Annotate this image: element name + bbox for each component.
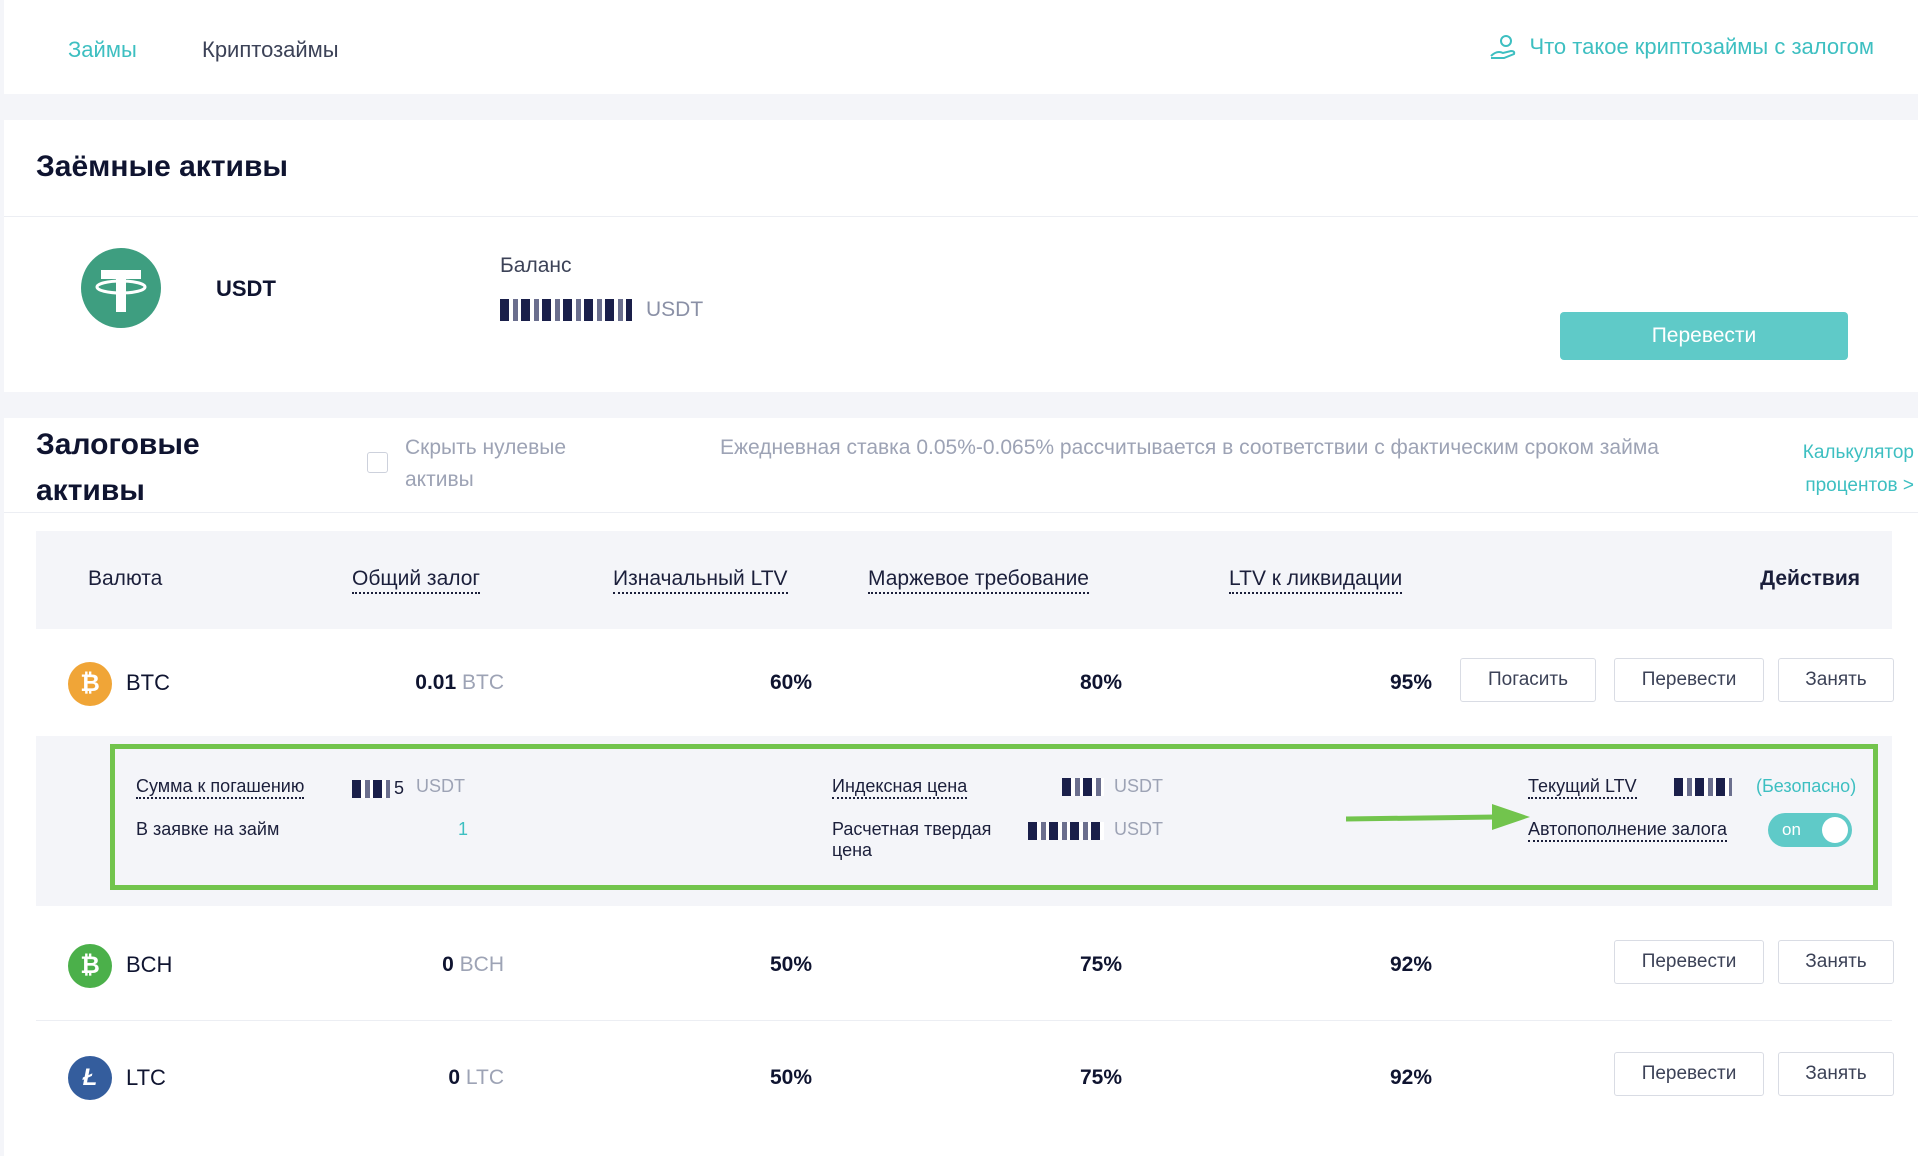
margin-requirement-value: 75% xyxy=(1079,1066,1122,1089)
section-title-collateral: Залоговые активы xyxy=(36,422,200,514)
total-collateral-value: 0 BCH xyxy=(442,953,504,977)
arrow-right-icon xyxy=(1346,804,1530,830)
auto-topup-label[interactable]: Автопополнение залога xyxy=(1528,819,1727,842)
initial-ltv-value: 60% xyxy=(769,671,812,694)
toggle-knob xyxy=(1822,817,1848,843)
amount-unit: BCH xyxy=(459,953,504,976)
amount-unit: LTC xyxy=(465,1066,504,1089)
balance-value: USDT xyxy=(500,298,703,322)
btc-details-panel: Сумма к погашению 5 USDT В заявке на зай… xyxy=(36,736,1892,906)
margin-requirement-value: 75% xyxy=(1079,953,1122,976)
transfer-button[interactable]: Перевести xyxy=(1614,1052,1764,1096)
currency-name: BCH xyxy=(126,952,173,977)
people-hand-icon xyxy=(1490,35,1516,59)
collateral-assets-card: Залоговые активы Скрыть нулевые активы Е… xyxy=(4,418,1918,1156)
column-header-total-collateral[interactable]: Общий залог xyxy=(352,567,481,594)
repay-amount-unit: USDT xyxy=(416,776,465,796)
masked-current-ltv xyxy=(1674,778,1732,796)
label-line: активы xyxy=(405,468,474,491)
borrowed-assets-card: Заёмные активы USDT Баланс USDT Перевест… xyxy=(4,120,1918,392)
amount: 0.01 xyxy=(415,671,457,694)
ltv-status: (Безопасно) xyxy=(1756,776,1857,796)
borrow-button[interactable]: Занять xyxy=(1778,940,1894,984)
settlement-price-label: Расчетная твердая цена xyxy=(832,819,991,861)
currency-name: LTC xyxy=(126,1065,166,1090)
top-nav: Займы Криптозаймы Что такое криптозаймы … xyxy=(4,0,1918,94)
column-header-initial-ltv[interactable]: Изначальный LTV xyxy=(613,567,788,594)
highlight-box xyxy=(110,744,1878,890)
currency-name: BTC xyxy=(126,670,170,695)
amount: 0 xyxy=(448,1066,461,1089)
hide-zero-checkbox[interactable] xyxy=(367,452,388,473)
asset-name: USDT xyxy=(216,276,276,301)
transfer-button[interactable]: Перевести xyxy=(1560,312,1848,360)
index-price-unit: USDT xyxy=(1114,776,1163,796)
masked-index-price xyxy=(1062,778,1104,796)
interest-calculator-link[interactable]: Калькулятор процентов > xyxy=(1803,436,1914,502)
masked-balance xyxy=(500,299,632,321)
daily-rate-note: Ежедневная ставка 0.05%-0.065% рассчитыв… xyxy=(720,436,1659,459)
initial-ltv-value: 50% xyxy=(769,1066,812,1089)
column-header-actions: Действия xyxy=(1760,567,1860,590)
tether-icon xyxy=(81,248,161,328)
margin-requirement-value: 80% xyxy=(1079,671,1122,694)
table-header: Валюта Общий залог Изначальный LTV Марже… xyxy=(36,531,1892,629)
label-line: цена xyxy=(832,840,873,860)
borrow-button[interactable]: Занять xyxy=(1778,658,1894,702)
title-line: Залоговые xyxy=(36,428,200,461)
total-collateral-value: 0.01 BTC xyxy=(415,671,504,695)
column-header-liquidation-ltv[interactable]: LTV к ликвидации xyxy=(1229,567,1403,594)
pending-loan-label: В заявке на займ xyxy=(136,819,280,839)
masked-settlement-price xyxy=(1028,822,1104,840)
pending-loan-value: 1 xyxy=(458,819,469,839)
repay-amount-label[interactable]: Сумма к погашению xyxy=(136,776,305,799)
total-collateral-value: 0 LTC xyxy=(448,1066,504,1090)
transfer-button[interactable]: Перевести xyxy=(1614,658,1764,702)
hide-zero-label[interactable]: Скрыть нулевые активы xyxy=(405,432,566,496)
liquidation-ltv-value: 92% xyxy=(1389,953,1432,976)
section-title-borrowed: Заёмные активы xyxy=(36,150,289,183)
label-line: Скрыть нулевые xyxy=(405,436,567,459)
repay-digit: 5 xyxy=(394,778,405,798)
amount-unit: BTC xyxy=(462,671,504,694)
help-link-label: Что такое криптозаймы с залогом xyxy=(1529,34,1874,59)
column-header-currency: Валюта xyxy=(88,567,163,590)
divider xyxy=(4,216,1918,217)
repay-amount-value: 5 xyxy=(352,778,404,799)
link-line: Калькулятор xyxy=(1802,442,1914,463)
bitcoin-icon: ₿ xyxy=(68,662,112,706)
settlement-price-unit: USDT xyxy=(1114,819,1163,839)
tab-loans[interactable]: Займы xyxy=(68,37,137,62)
index-price-label[interactable]: Индексная цена xyxy=(832,776,968,799)
column-header-margin-requirement[interactable]: Маржевое требование xyxy=(868,567,1089,594)
masked-value xyxy=(352,779,390,798)
help-link[interactable]: Что такое криптозаймы с залогом xyxy=(1489,34,1874,60)
borrow-button[interactable]: Занять xyxy=(1778,1052,1894,1096)
divider xyxy=(4,512,1918,513)
initial-ltv-value: 50% xyxy=(769,953,812,976)
current-ltv-label[interactable]: Текущий LTV xyxy=(1528,776,1637,799)
link-line: процентов > xyxy=(1805,475,1914,496)
bitcoin-cash-icon: ₿ xyxy=(68,944,112,988)
row-divider xyxy=(36,1020,1892,1021)
liquidation-ltv-value: 92% xyxy=(1389,1066,1432,1089)
amount: 0 xyxy=(442,953,454,976)
liquidation-ltv-value: 95% xyxy=(1389,671,1432,694)
balance-unit: USDT xyxy=(646,298,704,321)
title-line: активы xyxy=(36,474,145,507)
auto-topup-toggle[interactable]: on xyxy=(1768,813,1852,847)
balance-label: Баланс xyxy=(500,254,572,277)
toggle-state: on xyxy=(1782,820,1801,839)
repay-button[interactable]: Погасить xyxy=(1460,658,1596,702)
transfer-button[interactable]: Перевести xyxy=(1614,940,1764,984)
tab-crypto-loans[interactable]: Криптозаймы xyxy=(202,37,339,62)
label-line: Расчетная твердая xyxy=(832,819,992,839)
litecoin-icon: Ł xyxy=(68,1056,112,1100)
